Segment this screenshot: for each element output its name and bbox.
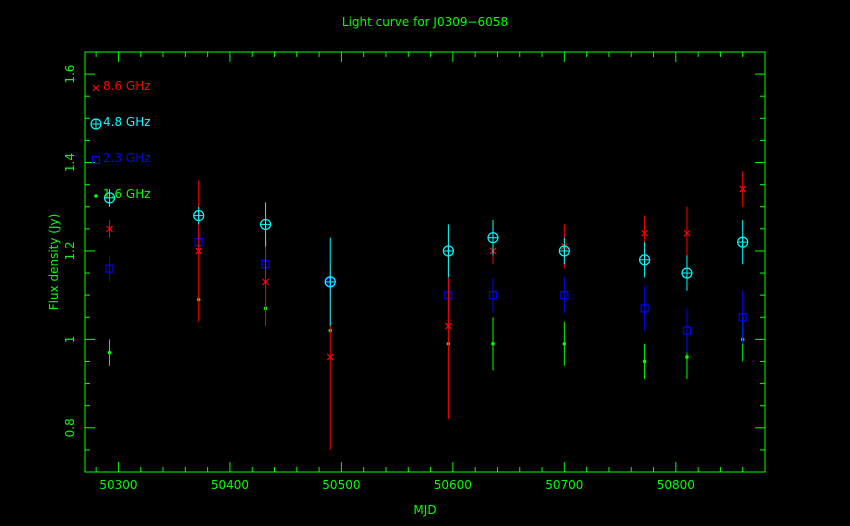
data-point [193, 209, 205, 222]
data-point [259, 218, 272, 231]
legend: 8.6 GHz 4.8 GHz 2.3 GHz 1.6 GHz [90, 79, 151, 201]
legend-marker [94, 194, 98, 198]
legend-label: 2.3 GHz [103, 151, 151, 165]
marker-stroke [92, 84, 100, 92]
data-point [442, 245, 455, 257]
series-1-6-ghz [107, 297, 745, 380]
data-point [738, 313, 747, 322]
data-point [491, 341, 495, 346]
data-point [487, 232, 499, 244]
marker-dot [491, 341, 495, 346]
data-point [681, 267, 693, 279]
data-point [560, 291, 569, 300]
marker-stroke [195, 247, 203, 255]
data-point [103, 192, 116, 204]
y-tick-label: 1.2 [63, 241, 77, 260]
marker-dot [107, 350, 112, 355]
marker-dot [685, 355, 689, 359]
data-point [195, 247, 203, 255]
x-tick-label: 50400 [211, 478, 249, 492]
data-point [444, 322, 452, 330]
x-tick-label: 50300 [99, 478, 137, 492]
legend-marker [91, 155, 101, 165]
legend-label: 4.8 GHz [103, 115, 151, 129]
marker-square [738, 313, 747, 322]
data-point [685, 355, 689, 359]
marker-stroke [326, 353, 334, 361]
data-point [326, 353, 334, 361]
marker-stroke [683, 229, 691, 237]
marker-stroke [444, 322, 452, 330]
data-point [488, 291, 498, 300]
data-point [324, 276, 336, 288]
data-point [683, 229, 691, 237]
data-point [640, 304, 649, 313]
marker-stroke [106, 225, 113, 233]
x-axis-label: MJD [413, 503, 436, 517]
legend-marker [92, 84, 100, 92]
data-point [682, 326, 692, 335]
x-tick-label: 50600 [434, 478, 472, 492]
data-point [262, 278, 270, 286]
marker-square [682, 326, 692, 335]
marker-dot [94, 194, 98, 198]
data-point [737, 236, 749, 248]
marker-stroke [739, 185, 747, 193]
data-point [642, 359, 647, 364]
data-point [106, 225, 113, 233]
legend-label: 1.6 GHz [103, 187, 151, 201]
marker-square [91, 155, 101, 165]
x-tick-label: 50700 [545, 478, 583, 492]
x-tick-label: 50800 [657, 478, 695, 492]
data-point [641, 229, 649, 237]
y-tick-label: 1.6 [63, 65, 77, 84]
y-axis-label: Flux density (Jy) [47, 214, 61, 311]
marker-dot [642, 359, 647, 364]
data-point [639, 254, 651, 266]
marker-stroke [641, 229, 649, 237]
data-point [107, 350, 112, 355]
series-4-8-ghz [103, 189, 749, 327]
y-tick-label: 1 [63, 336, 77, 344]
x-tick-label: 50500 [322, 478, 360, 492]
marker-square [105, 264, 114, 273]
marker-square [488, 291, 498, 300]
chart-title: Light curve for J0309−6058 [342, 15, 508, 29]
marker-dot [562, 341, 567, 346]
y-tick-label: 0.8 [63, 418, 77, 437]
data-point [558, 245, 570, 257]
marker-square [560, 291, 569, 300]
data-point [739, 185, 747, 193]
legend-marker [90, 118, 102, 130]
axis-tick-labels: 50300 50400 50500 50600 50700 50800 0.8 1 1.2 1.4… [63, 65, 695, 492]
axis-ticks [85, 51, 766, 473]
data-marks [103, 171, 749, 450]
data-point [562, 341, 567, 346]
data-point [105, 264, 114, 273]
marker-stroke [262, 278, 270, 286]
y-tick-label: 1.4 [63, 153, 77, 172]
legend-label: 8.6 GHz [103, 79, 151, 93]
marker-square [640, 304, 649, 313]
plot-frame [84, 51, 766, 473]
